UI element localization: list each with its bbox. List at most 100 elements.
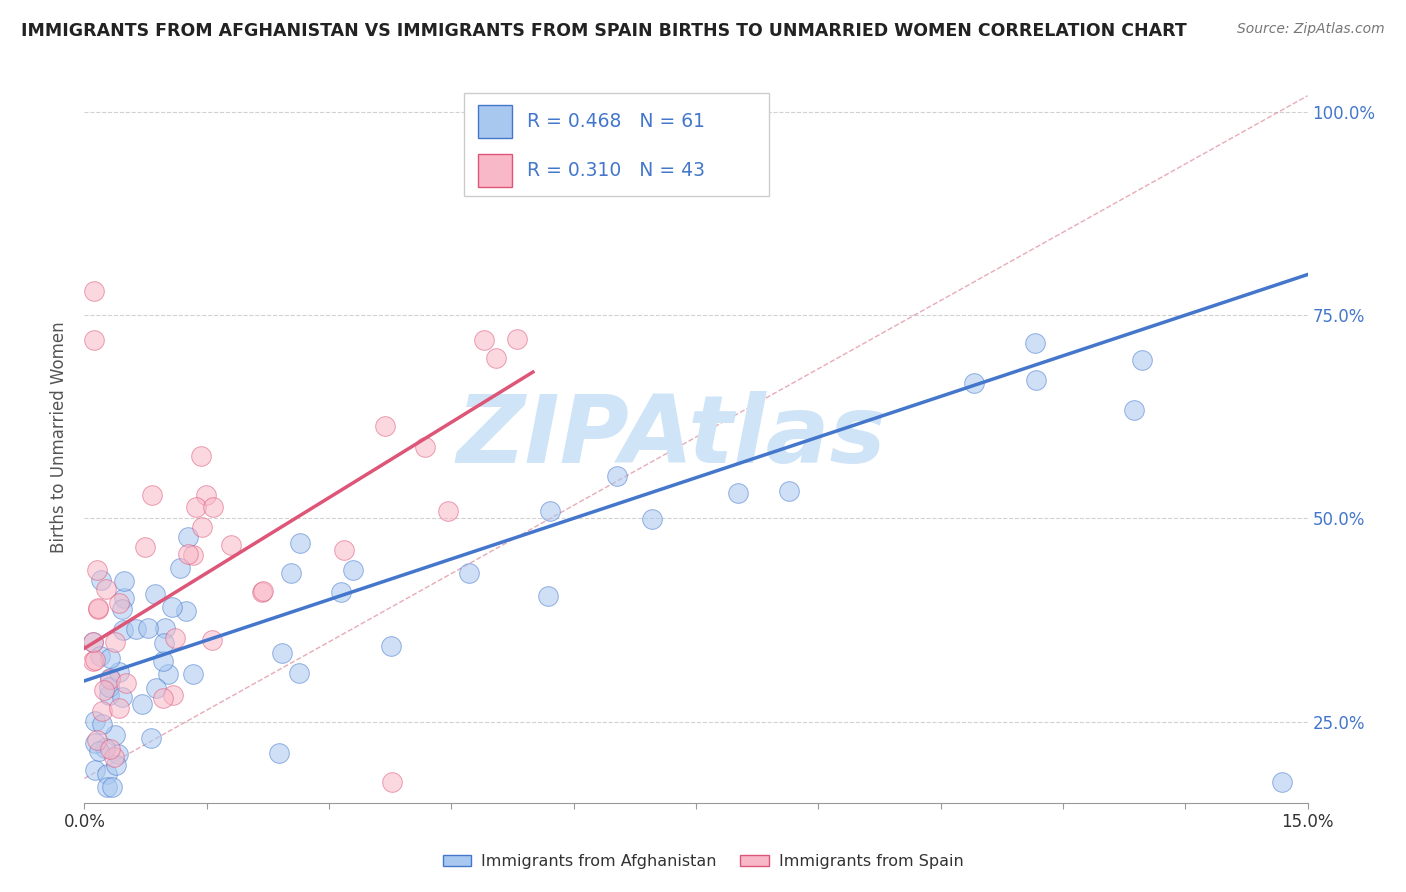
Point [163,631,186,645]
Point [506,332,529,346]
Text: Source: ZipAtlas.com: Source: ZipAtlas.com [1237,22,1385,37]
Point [176,604,198,618]
Point [89,648,111,663]
Point [101,780,124,794]
Point [1024,336,1046,351]
Point [472,333,495,347]
Point [342,563,364,577]
Point [112,574,135,588]
Point [87,601,110,615]
Point [200,632,222,647]
Point [153,636,176,650]
Legend: Immigrants from Afghanistan, Immigrants from Spain: Immigrants from Afghanistan, Immigrants … [436,847,970,875]
Text: R = 0.310   N = 43: R = 0.310 N = 43 [527,161,706,179]
Point [108,596,131,610]
Point [145,681,167,696]
Point [97,688,120,702]
Point [143,587,166,601]
Point [153,621,176,635]
Point [93,682,115,697]
Point [538,503,561,517]
Point [104,635,127,649]
Point [141,488,163,502]
FancyBboxPatch shape [464,94,769,195]
Point [329,585,352,599]
Point [219,538,242,552]
Point [84,764,107,778]
Point [183,666,205,681]
Point [374,418,396,433]
Point [177,531,200,545]
Point [83,653,105,667]
Bar [478,153,513,186]
Point [381,775,404,789]
Point [413,440,436,454]
Point [152,654,174,668]
Point [96,767,118,781]
Point [485,351,508,366]
Text: R = 0.468   N = 61: R = 0.468 N = 61 [527,112,706,130]
Point [86,733,108,747]
Point [103,750,125,764]
Point [190,449,212,463]
Point [177,547,200,561]
Point [162,688,184,702]
Point [136,621,159,635]
Point [169,560,191,574]
Point [290,536,312,550]
Text: IMMIGRANTS FROM AFGHANISTAN VS IMMIGRANTS FROM SPAIN BIRTHS TO UNMARRIED WOMEN C: IMMIGRANTS FROM AFGHANISTAN VS IMMIGRANT… [21,22,1187,40]
Point [267,746,290,760]
Point [778,483,800,498]
Point [104,728,127,742]
Point [97,681,120,695]
Point [201,500,224,515]
Bar [478,104,513,137]
Point [83,284,105,298]
Point [436,504,458,518]
Point [87,600,110,615]
Point [90,704,112,718]
Point [606,469,628,483]
Point [86,563,108,577]
Point [1025,373,1047,387]
Point [139,731,162,745]
Point [90,573,112,587]
Point [1130,352,1153,367]
Point [962,376,984,391]
Point [160,599,183,614]
Point [271,646,294,660]
Point [641,511,664,525]
Point [1271,775,1294,789]
Point [94,740,117,755]
Point [458,566,481,580]
Text: ZIPAtlas: ZIPAtlas [457,391,886,483]
Point [82,654,104,668]
Point [131,697,153,711]
Point [83,333,105,347]
Point [98,742,121,756]
Point [134,541,156,555]
Point [83,714,105,728]
Point [98,671,121,685]
Point [250,584,273,599]
Point [96,780,118,794]
Point [333,542,356,557]
Point [115,676,138,690]
Point [1123,403,1146,417]
Point [195,488,218,502]
Point [181,548,204,562]
Point [100,672,122,686]
Point [537,589,560,603]
Point [288,665,311,680]
Point [96,582,118,597]
Point [111,690,134,705]
Point [156,667,179,681]
Point [90,717,112,731]
Point [111,623,134,637]
Point [105,758,128,772]
Point [252,584,274,599]
Point [152,690,174,705]
Point [108,701,131,715]
Point [107,747,129,761]
Y-axis label: Births to Unmarried Women: Births to Unmarried Women [51,321,69,553]
